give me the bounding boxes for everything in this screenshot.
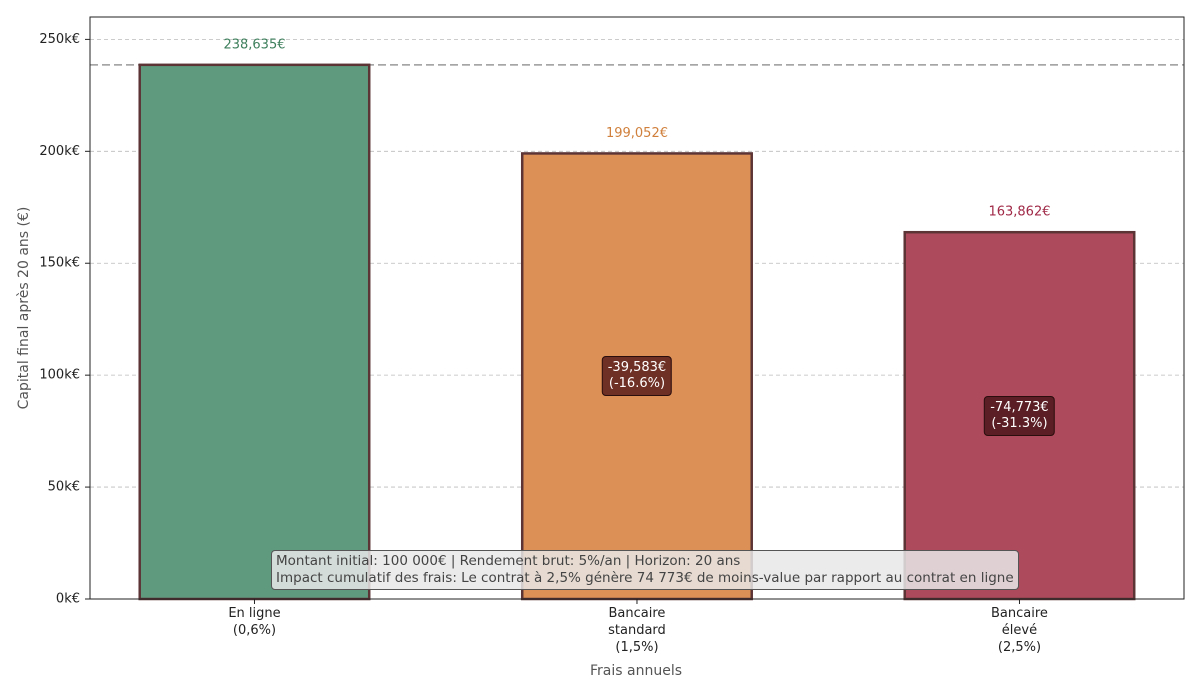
- y-tick-label: 50k€: [48, 480, 80, 495]
- y-tick-label: 150k€: [39, 256, 80, 271]
- x-tick-label: En ligne (0,6%): [228, 606, 281, 638]
- y-tick-label: 200k€: [39, 144, 80, 159]
- y-tick-label: 0k€: [56, 592, 80, 607]
- info-box: Montant initial: 100 000€ | Rendement br…: [271, 550, 1019, 590]
- y-tick-label: 250k€: [39, 32, 80, 47]
- x-tick-label: Bancaire élevé (2,5%): [991, 606, 1048, 655]
- bar: [138, 63, 371, 601]
- value-label: 199,052€: [606, 126, 668, 141]
- x-axis-label: Frais annuels: [590, 663, 682, 679]
- plot-frame: [89, 16, 1185, 600]
- value-label: 238,635€: [223, 37, 285, 52]
- value-label: 163,862€: [988, 205, 1050, 220]
- y-tick-label: 100k€: [39, 368, 80, 383]
- y-axis-label: Capital final après 20 ans (€): [16, 207, 32, 410]
- x-tick-label: Bancaire standard (1,5%): [608, 606, 666, 655]
- difference-label: -39,583€ (-16.6%): [601, 356, 673, 397]
- difference-label: -74,773€ (-31.3%): [984, 395, 1055, 436]
